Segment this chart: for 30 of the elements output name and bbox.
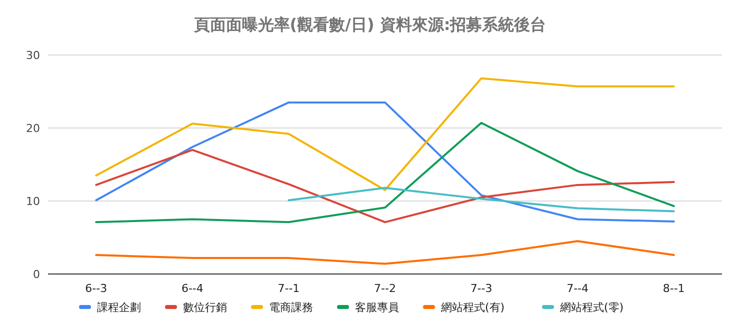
- line-series: [95, 122, 675, 224]
- x-tick-label: 6--3: [85, 282, 108, 295]
- legend-item: 客服專員: [337, 301, 399, 314]
- legend-item: 課程企劃: [79, 301, 141, 314]
- legend-label: 數位行銷: [183, 301, 227, 314]
- legend-item: 數位行銷: [165, 301, 227, 314]
- legend-label: 網站程式(有): [440, 301, 505, 314]
- x-tick-label: 8--1: [662, 282, 685, 295]
- line-series: [95, 101, 675, 222]
- y-tick-label: 10: [26, 195, 40, 208]
- legend-label: 客服專員: [355, 301, 399, 314]
- x-tick-label: 7--4: [566, 282, 589, 295]
- x-tick-label: 7--2: [374, 282, 396, 295]
- legend-label: 網站程式(零): [559, 301, 624, 314]
- line-series: [288, 186, 675, 212]
- legend-label: 電商課務: [269, 301, 313, 314]
- x-tick-label: 7--1: [278, 282, 300, 295]
- y-tick-label: 20: [26, 122, 40, 135]
- y-tick-label: 0: [33, 268, 40, 281]
- chart-title: 頁面面曝光率(觀看數/日) 資料來源:招募系統後台: [192, 15, 546, 34]
- legend-item: 網站程式(零): [542, 301, 624, 314]
- x-tick-label: 7--3: [470, 282, 492, 295]
- y-tick-label: 30: [26, 49, 40, 62]
- line-series: [95, 77, 675, 192]
- legend-label: 課程企劃: [97, 301, 141, 314]
- line-series: [95, 240, 675, 265]
- legend-item: 電商課務: [251, 301, 313, 314]
- line-series: [95, 148, 675, 224]
- legend-item: 網站程式(有): [423, 301, 505, 314]
- x-tick-label: 6--4: [181, 282, 204, 295]
